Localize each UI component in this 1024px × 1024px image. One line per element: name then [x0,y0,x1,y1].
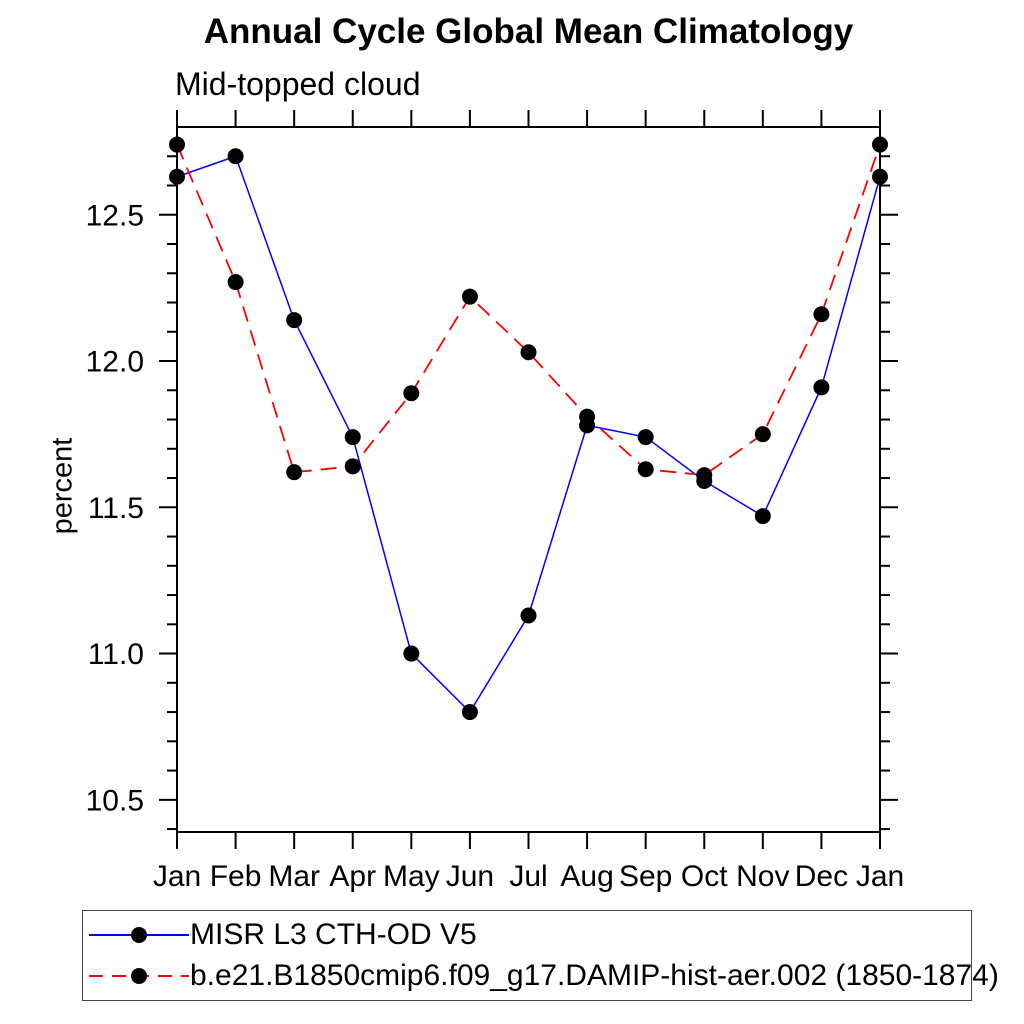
chart-subtitle: Mid-topped cloud [175,66,421,102]
x-tick-label: Jul [509,860,547,893]
x-tick-label: Jan [153,860,201,893]
data-point-marker [286,312,303,329]
y-tick-label: 10.5 [86,784,144,817]
legend-sample-line-dashed [89,968,189,984]
plot-frame [176,126,881,833]
data-point-marker [637,429,654,446]
data-point-marker [813,379,830,396]
data-point-marker [461,288,478,305]
legend-marker-dot [131,968,147,984]
data-point-marker [696,467,713,484]
x-tick-label: Oct [681,860,728,893]
data-point-marker [637,461,654,478]
x-tick-label: Jun [446,860,494,893]
data-point-marker [754,508,771,525]
series-lines [176,144,881,714]
x-tick-label: May [383,860,440,893]
data-point-marker [520,344,537,361]
legend-marker-dot [131,927,147,943]
data-point-marker [813,306,830,323]
axis-tick-labels: Jan Feb Mar Apr May Jun Jul Aug Sep Oct Nov Dec Jan1… [86,199,905,893]
x-tick-label: Apr [329,860,376,893]
legend-row-series-1: b.e21.B1850cmip6.f09_g17.DAMIP-hist-aer.… [83,954,999,998]
x-tick-label: Feb [210,860,262,893]
data-point-marker [520,607,537,624]
x-tick-label: Sep [619,860,672,893]
legend-label-series-0: MISR L3 CTH-OD V5 [190,918,477,951]
axes [176,126,881,833]
y-tick-label: 12.5 [86,199,144,232]
series-line-1 [176,144,881,477]
y-tick-label: 12.0 [86,346,144,379]
x-tick-label: Jan [856,860,904,893]
data-point-marker [872,168,888,185]
series-markers [169,136,888,721]
x-tick-label: Mar [268,860,320,893]
legend-label-series-1: b.e21.B1850cmip6.f09_g17.DAMIP-hist-aer.… [190,959,999,992]
chart-title: Annual Cycle Global Mean Climatology [203,12,854,51]
data-point-marker [344,429,361,446]
data-point-marker [754,426,771,443]
data-point-marker [344,458,361,475]
data-point-marker [169,168,185,185]
data-point-marker [579,408,596,425]
legend-box: MISR L3 CTH-OD V5 b.e21.B1850cmip6.f09_g… [82,910,999,1001]
data-point-marker [872,136,888,153]
y-tick-label: 11.5 [88,492,144,525]
x-tick-label: Aug [560,860,613,893]
data-point-marker [227,148,244,165]
data-point-marker [227,274,244,291]
data-point-marker [403,645,420,662]
x-tick-label: Dec [795,860,848,893]
data-point-marker [169,136,185,153]
axis-ticks [159,110,898,849]
x-tick-label: Nov [736,860,789,893]
legend-sample-line-solid [89,927,189,943]
y-tick-label: 11.0 [88,638,144,671]
legend-row-series-0: MISR L3 CTH-OD V5 [83,913,971,957]
data-point-marker [461,704,478,721]
data-point-marker [286,464,303,481]
data-point-marker [403,385,420,402]
